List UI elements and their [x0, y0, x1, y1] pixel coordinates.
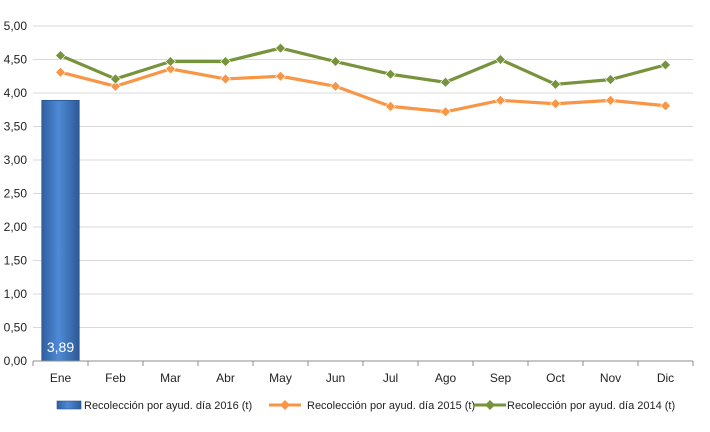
series-line-2: [59, 46, 666, 86]
series-marker-2: [55, 50, 66, 61]
x-tick-label: Oct: [546, 371, 565, 385]
y-tick-label: 2,50: [4, 187, 28, 201]
y-tick-label: 0,50: [4, 321, 28, 335]
x-tick-label: Mar: [160, 371, 181, 385]
x-tick-label: Dic: [657, 371, 674, 385]
x-tick-label: Ene: [50, 371, 72, 385]
y-tick-label: 5,00: [4, 19, 28, 33]
series-marker-1: [275, 70, 286, 82]
series-marker-2: [275, 42, 286, 54]
series-marker-2: [495, 54, 506, 65]
x-tick-label: Ago: [435, 371, 457, 385]
series-marker-1: [605, 94, 616, 106]
series-marker-2: [550, 78, 561, 90]
series-marker-1: [385, 100, 396, 112]
series-marker-1: [165, 63, 176, 75]
series-marker-2: [605, 74, 616, 86]
gridlines: [33, 25, 693, 328]
series-marker-1: [495, 94, 506, 106]
series-marker-1: [55, 66, 66, 78]
x-axis-tick-labels: Ene Feb Mar Abr May Jun Jul Ago Sep Oct Nov Dic: [50, 371, 674, 385]
legend-label: Recolección por ayud. día 2016 (t): [84, 400, 252, 412]
y-tick-label: 1,50: [4, 254, 28, 268]
legend-swatch-marker: [485, 400, 495, 410]
series-marker-1: [330, 80, 341, 92]
series-marker-2: [220, 56, 231, 67]
y-tick-label: 1,00: [4, 287, 28, 301]
x-axis: [32, 360, 694, 366]
y-tick-label: 0,00: [4, 354, 28, 368]
x-tick-label: Sep: [490, 371, 512, 385]
y-tick-label: 4,50: [4, 53, 28, 67]
legend-label: Recolección por ayud. día 2014 (t): [507, 400, 675, 412]
y-tick-label: 2,00: [4, 220, 28, 234]
legend-label: Recolección por ayud. día 2015 (t): [307, 400, 475, 412]
y-tick-label: 3,00: [4, 153, 28, 167]
x-tick-label: Abr: [216, 371, 235, 385]
series-marker-1: [220, 73, 231, 85]
series-marker-1: [110, 80, 121, 92]
y-tick-label: 3,50: [4, 120, 28, 134]
x-tick-label: Jul: [383, 371, 398, 385]
y-axis-tick-labels: 0,00 0,50 1,00 1,50 2,00 2,50 3,00 3,50 4,00 4,50…: [4, 19, 28, 368]
series-marker-2: [165, 56, 176, 67]
series-marker-1: [660, 100, 671, 112]
x-tick-label: Jun: [326, 371, 345, 385]
series-line-1: [60, 67, 666, 114]
line-series: [55, 42, 671, 118]
legend: Recolección por ayud. día 2016 (t) Recole…: [56, 400, 675, 412]
x-tick-label: Feb: [105, 371, 126, 385]
series-marker-1: [440, 106, 451, 118]
legend-swatch-marker: [280, 400, 290, 410]
series-marker-2: [330, 56, 341, 67]
series-marker-2: [660, 59, 671, 71]
y-tick-label: 4,00: [4, 86, 28, 100]
x-tick-label: May: [269, 371, 292, 385]
series-marker-2: [110, 73, 121, 85]
series-marker-2: [440, 76, 451, 88]
bar-2016: [41, 99, 80, 362]
bar-data-label: 3,89: [47, 339, 74, 355]
series-marker-2: [385, 68, 396, 80]
series-marker-1: [550, 98, 561, 110]
bar-series: 3,89: [41, 99, 80, 362]
x-tick-label: Nov: [600, 371, 621, 385]
legend-swatch-bar: [56, 400, 82, 410]
